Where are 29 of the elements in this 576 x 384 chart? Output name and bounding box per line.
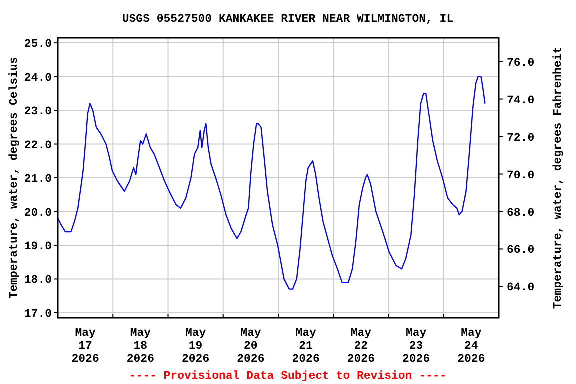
x-tick-label: May 18 2026	[126, 327, 155, 366]
x-tick-label: May 22 2026	[347, 327, 376, 366]
y2-tick-label: 72.0	[507, 132, 535, 145]
x-tick-label: May 24 2026	[458, 327, 486, 366]
y-tick-label: 17.0	[24, 308, 52, 321]
line-series	[58, 76, 486, 290]
chart-title: USGS 05527500 KANKAKEE RIVER NEAR WILMINGTON, IL	[122, 13, 454, 26]
y-tick-label: 24.0	[24, 72, 52, 85]
y-tick-label: 20.0	[24, 206, 52, 220]
y-tick-label: 25.0	[24, 38, 52, 52]
y2-tick-label: 70.0	[507, 169, 535, 182]
y2-tick-label: 74.0	[507, 94, 535, 108]
y2-tick-label: 76.0	[507, 56, 535, 70]
y-tick-label: 18.0	[24, 274, 52, 288]
y-tick-label: 22.0	[24, 139, 52, 152]
y2-axis-title: Temperature, water, degrees Fahrenheit	[552, 46, 565, 310]
y-tick-label: 23.0	[24, 106, 52, 119]
x-tick-label: May 17 2026	[72, 327, 100, 366]
y-tick-label: 19.0	[24, 240, 52, 254]
text: ---- Provisional Data Subject to Revision ----	[129, 370, 447, 383]
y-tick-label: 21.0	[24, 173, 52, 186]
x-tick-label: May 20 2026	[237, 327, 265, 366]
y2-tick-label: 66.0	[507, 244, 535, 258]
y2-tick-label: 64.0	[507, 282, 535, 295]
x-tick-label: May 23 2026	[402, 327, 430, 366]
y-axis-title: Temperature, water, degrees Celsius	[8, 57, 21, 299]
y2-tick-label: 68.0	[507, 206, 535, 220]
x-tick-label: May 21 2026	[292, 327, 320, 366]
x-tick-label: May 19 2026	[182, 327, 210, 366]
